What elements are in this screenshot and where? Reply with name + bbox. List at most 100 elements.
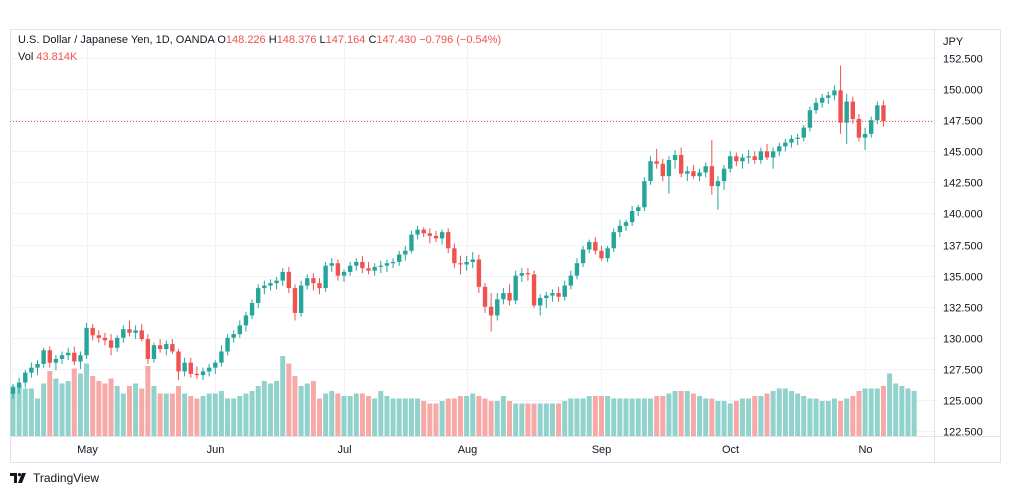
candle-body xyxy=(341,271,347,276)
low-label: L xyxy=(319,34,326,46)
low-value: 147.164 xyxy=(325,34,366,46)
volume-bar xyxy=(77,373,83,436)
candle-body xyxy=(587,242,592,250)
candle-body xyxy=(329,263,334,266)
candle-body xyxy=(672,155,678,161)
high-value: 148.376 xyxy=(276,34,317,46)
candle-body xyxy=(568,275,574,286)
candle-body xyxy=(335,263,341,276)
candle-body xyxy=(249,303,255,316)
volume-bar xyxy=(580,398,586,436)
x-tick-label: Oct xyxy=(722,444,739,456)
volume-bar xyxy=(151,386,157,436)
candle-body xyxy=(734,156,739,162)
candle-body xyxy=(832,90,837,96)
candle-body xyxy=(59,355,65,359)
volume-bar xyxy=(549,403,555,436)
candle-body xyxy=(170,344,175,352)
volume-bar xyxy=(206,393,212,436)
candle-body xyxy=(519,273,524,276)
candle-body xyxy=(875,105,880,121)
volume-bar xyxy=(862,388,868,436)
volume-bar xyxy=(887,373,893,436)
y-axis-unit-label: JPY xyxy=(943,36,964,48)
volume-bar xyxy=(635,398,641,436)
volume-bar xyxy=(825,401,831,436)
candle-body xyxy=(206,367,212,372)
candle-body xyxy=(90,327,95,336)
volume-bar xyxy=(519,403,525,436)
volume-bar xyxy=(856,391,862,436)
candle-body xyxy=(176,351,181,372)
volume-bar xyxy=(568,398,574,436)
volume-bar xyxy=(776,388,782,436)
volume-bar xyxy=(329,391,335,436)
candle-body xyxy=(182,362,187,372)
y-tick-label: 137.500 xyxy=(943,241,983,253)
candle-body xyxy=(629,210,635,223)
candle-body xyxy=(685,171,690,174)
candle-body xyxy=(599,250,604,259)
candle-body xyxy=(648,161,653,182)
volume-bar xyxy=(102,383,108,436)
open-label: O xyxy=(217,34,226,46)
volume-bar xyxy=(231,398,237,436)
volume-bar xyxy=(709,398,715,436)
volume-bar xyxy=(267,383,273,436)
volume-bar xyxy=(746,398,752,436)
volume-bar xyxy=(721,401,727,436)
volume-bar xyxy=(844,398,850,436)
tradingview-logo[interactable]: TradingView xyxy=(10,471,99,485)
candle-body xyxy=(243,315,249,326)
volume-bar xyxy=(543,403,549,436)
volume-bar xyxy=(390,398,396,436)
volume-bar xyxy=(850,396,856,436)
close-label: C xyxy=(368,34,377,46)
volume-bar xyxy=(378,391,384,436)
volume-bar xyxy=(114,386,120,436)
candle-body xyxy=(409,234,414,251)
volume-bar xyxy=(176,386,182,436)
x-tick-label: Aug xyxy=(458,444,478,456)
volume-bar xyxy=(304,383,310,436)
volume-label[interactable]: Vol xyxy=(18,51,34,63)
candle-body xyxy=(311,278,316,284)
candle-body xyxy=(268,283,273,286)
volume-bar xyxy=(261,381,267,436)
candle-body xyxy=(850,101,856,119)
volume-bar xyxy=(96,381,102,436)
candle-body xyxy=(660,163,665,177)
volume-bar xyxy=(525,403,531,436)
volume-bar xyxy=(415,398,421,436)
candle-body xyxy=(256,288,261,304)
candle-body xyxy=(795,137,800,139)
y-axis-labels: JPY 152.500 150.000 147.500 145.000 142.500 1… xyxy=(943,36,983,439)
candle-body xyxy=(531,274,537,306)
candle-body xyxy=(280,271,285,281)
candle-body xyxy=(323,265,328,289)
volume-bar xyxy=(874,388,880,436)
candle-body xyxy=(347,265,353,272)
volume-bar xyxy=(280,356,286,436)
volume-bar xyxy=(641,398,647,436)
volume-bar xyxy=(255,386,261,436)
candle-body xyxy=(16,382,22,388)
candle-body xyxy=(495,299,500,316)
candle-body xyxy=(102,337,108,341)
volume-bar xyxy=(666,393,672,436)
candle-body xyxy=(513,275,518,301)
volume-bar xyxy=(10,386,16,436)
volume-value: 43.814K xyxy=(36,51,78,63)
candle-body xyxy=(127,329,132,333)
volume-bar xyxy=(605,396,611,436)
volume-bar xyxy=(457,396,463,436)
candle-body xyxy=(789,138,794,143)
volume-bar xyxy=(218,391,224,436)
candle-body xyxy=(544,295,549,299)
candle-body xyxy=(691,171,696,177)
symbol-title[interactable]: U.S. Dollar / Japanese Yen, 1D, OANDA xyxy=(18,34,215,46)
candle-body xyxy=(709,166,715,187)
volume-bar xyxy=(237,396,243,436)
candle-body xyxy=(697,172,702,177)
